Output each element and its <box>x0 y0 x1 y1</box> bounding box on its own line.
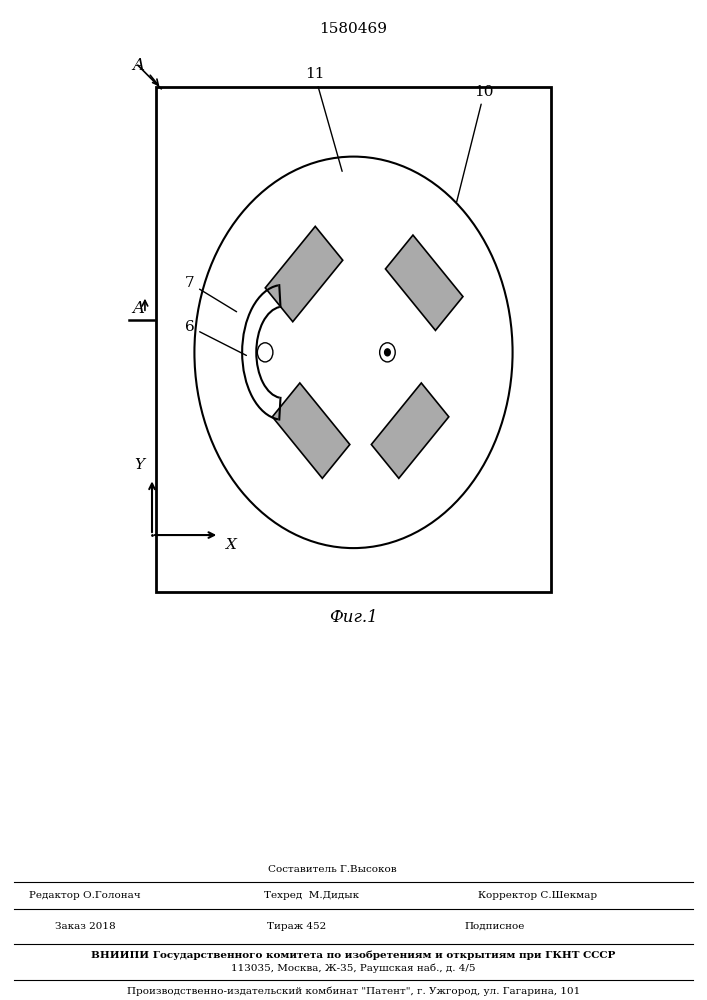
Text: Тираж 452: Тираж 452 <box>267 922 327 931</box>
Polygon shape <box>371 383 449 478</box>
Text: A: A <box>132 300 144 317</box>
Text: Подписное: Подписное <box>464 922 525 931</box>
Text: 6: 6 <box>185 320 246 355</box>
Circle shape <box>380 343 395 362</box>
Text: Составитель Г.Высоков: Составитель Г.Высоков <box>268 865 397 874</box>
Text: A: A <box>132 57 144 74</box>
Text: 113035, Москва, Ж-35, Раушская наб., д. 4/5: 113035, Москва, Ж-35, Раушская наб., д. … <box>231 964 476 973</box>
Text: Техред  М.Дидык: Техред М.Дидык <box>264 891 358 900</box>
Text: Корректор С.Шекмар: Корректор С.Шекмар <box>478 891 597 900</box>
Text: Заказ 2018: Заказ 2018 <box>54 922 115 931</box>
Text: 11: 11 <box>305 67 342 171</box>
Text: 10: 10 <box>457 85 494 202</box>
Text: Производственно-издательский комбинат "Патент", г. Ужгород, ул. Гагарина, 101: Производственно-издательский комбинат "П… <box>127 986 580 996</box>
Circle shape <box>194 157 513 548</box>
Polygon shape <box>272 383 350 478</box>
Text: 1580469: 1580469 <box>320 22 387 36</box>
Circle shape <box>385 349 390 356</box>
Text: ВНИИПИ Государственного комитета по изобретениям и открытиям при ГКНТ СССР: ВНИИПИ Государственного комитета по изоб… <box>91 950 616 960</box>
Polygon shape <box>385 235 463 330</box>
Bar <box>156 87 551 592</box>
Text: Y: Y <box>134 458 144 472</box>
Polygon shape <box>265 226 343 322</box>
Text: X: X <box>226 538 237 552</box>
Text: Фиг.1: Фиг.1 <box>329 609 378 626</box>
Text: 7: 7 <box>185 276 237 312</box>
Circle shape <box>257 343 273 362</box>
Text: Редактор О.Голонач: Редактор О.Голонач <box>29 891 141 900</box>
